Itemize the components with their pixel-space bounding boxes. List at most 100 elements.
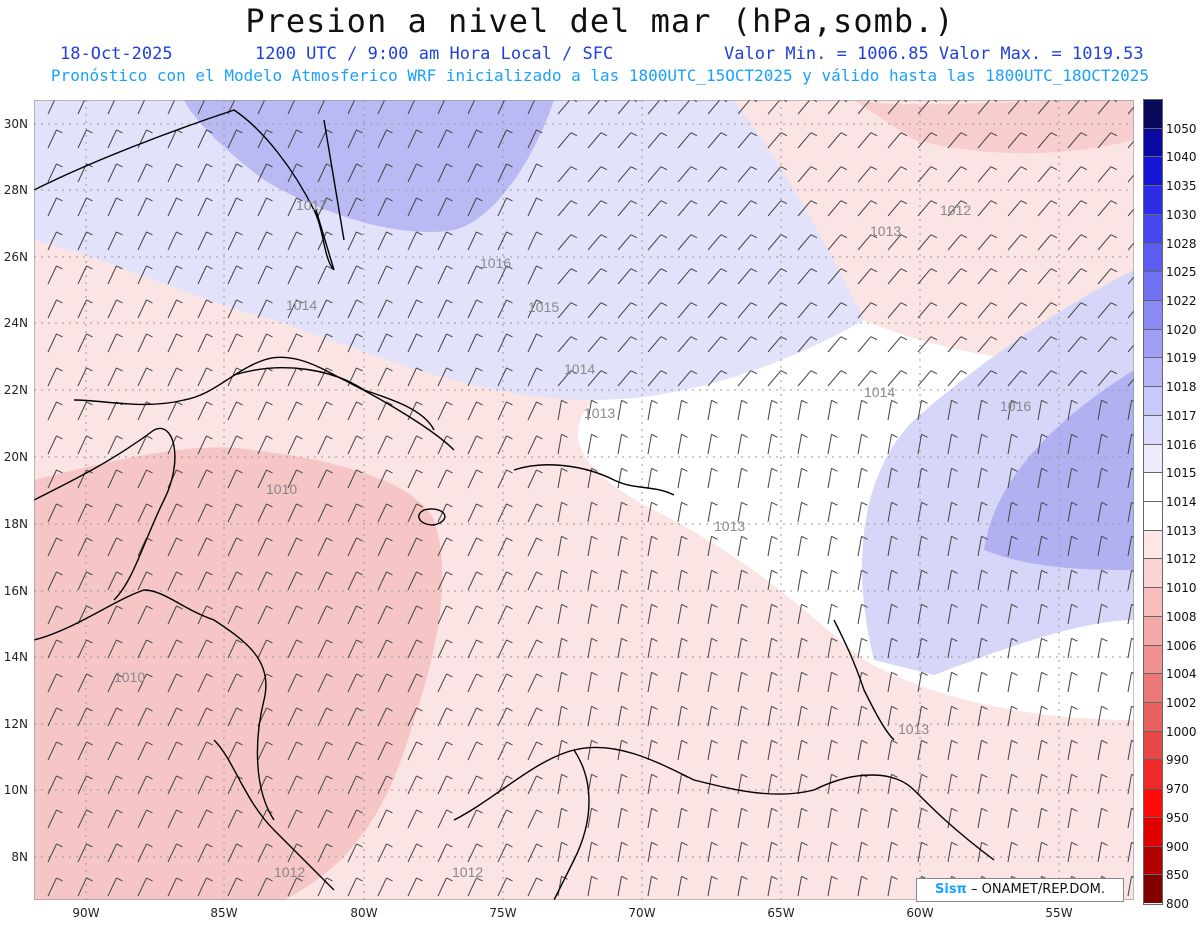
wind-barb: [737, 336, 752, 353]
wind-barb: [347, 775, 357, 795]
wind-barb: [1007, 638, 1012, 659]
wind-barb-tick: [621, 807, 628, 812]
wind-barb-tick: [206, 163, 213, 168]
wind-barb: [587, 302, 602, 319]
wind-barb-tick: [446, 163, 453, 168]
wind-barb-tick: [176, 877, 183, 882]
wind-barb-tick: [711, 739, 718, 744]
wind-barb: [317, 571, 327, 591]
wind-barb: [947, 434, 952, 455]
wind-barb: [947, 638, 952, 659]
wind-barb: [227, 571, 237, 591]
wind-barb: [677, 570, 682, 591]
wind-barb: [947, 706, 952, 727]
wind-barb: [1097, 370, 1112, 387]
wind-barb-tick: [711, 467, 718, 472]
wind-barb-tick: [750, 166, 758, 171]
wind-barb-tick: [1101, 807, 1108, 812]
wind-barb: [947, 502, 952, 523]
wind-barb: [197, 809, 207, 829]
wind-barb: [857, 808, 862, 829]
wind-barb: [527, 707, 537, 727]
wind-barb: [287, 673, 297, 693]
wind-barb: [557, 706, 562, 727]
wind-barb: [947, 774, 952, 795]
wind-barb-tick: [690, 200, 698, 205]
wind-barb-tick: [326, 571, 333, 576]
wind-barb-tick: [116, 673, 123, 678]
wind-barb-tick: [990, 268, 998, 273]
wind-barb-tick: [356, 265, 363, 270]
wind-barb: [437, 163, 447, 183]
wind-barb: [1127, 570, 1132, 591]
wind-barb-tick: [900, 234, 908, 239]
value-range: Valor Min. = 1006.85 Valor Max. = 1019.5…: [724, 44, 1144, 64]
wind-barb: [197, 741, 207, 761]
wind-barb: [737, 434, 742, 455]
wind-barb: [287, 707, 297, 727]
wind-barb-tick: [86, 231, 93, 236]
wind-barb: [827, 740, 832, 761]
wind-barb: [467, 741, 477, 761]
wind-barb: [107, 707, 117, 727]
colorbar-swatch: [1143, 874, 1163, 905]
wind-barb: [77, 401, 87, 421]
wind-barb: [437, 100, 446, 115]
colorbar-label: 1010: [1166, 581, 1197, 596]
wind-barb: [377, 775, 387, 795]
pressure-map: 1017 1016 1014 1015 1014 1013 1012 1013 …: [34, 100, 1134, 900]
wind-barb-tick: [206, 469, 213, 474]
wind-barb-tick: [356, 809, 363, 814]
wind-barb-tick: [266, 503, 273, 508]
wind-barb-tick: [326, 639, 333, 644]
wind-barb: [257, 503, 267, 523]
wind-barb: [347, 707, 357, 727]
wind-barb-tick: [386, 163, 393, 168]
wind-barb: [527, 605, 537, 625]
wind-barb: [407, 100, 416, 115]
wind-barb: [767, 536, 772, 557]
wind-barb: [167, 741, 177, 761]
colorbar-level: 1025: [1143, 242, 1197, 279]
colorbar-level: 1019: [1143, 328, 1197, 365]
wind-barb-tick: [386, 299, 393, 304]
wind-barb: [767, 268, 782, 285]
wind-barb: [1037, 336, 1052, 353]
wind-barb-tick: [741, 399, 748, 404]
wind-barb: [77, 503, 87, 523]
wind-barb-tick: [951, 433, 958, 438]
wind-barb: [587, 808, 592, 829]
wind-barb-tick: [801, 739, 808, 744]
wind-barb: [437, 401, 447, 421]
wind-barb-tick: [900, 166, 908, 171]
wind-barb-tick: [750, 234, 758, 239]
wind-barb-tick: [206, 775, 213, 780]
wind-barb: [1127, 706, 1132, 727]
wind-barb: [137, 197, 147, 217]
wind-barb-tick: [386, 469, 393, 474]
wind-barb: [317, 435, 327, 455]
wind-barb: [407, 775, 417, 795]
wind-barb: [797, 200, 812, 217]
wind-barb-tick: [771, 399, 778, 404]
wind-barb-tick: [930, 200, 938, 205]
wind-barb-tick: [536, 571, 543, 576]
wind-barb: [917, 808, 922, 829]
wind-barb: [1067, 434, 1072, 455]
colorbar-label: 1035: [1166, 179, 1197, 194]
wind-barb: [737, 536, 742, 557]
wind-barb-tick: [326, 333, 333, 338]
wind-barb: [1067, 604, 1072, 625]
wind-barb: [797, 638, 802, 659]
wind-barb: [1097, 434, 1102, 455]
wind-barb-tick: [296, 435, 303, 440]
wind-barb: [107, 265, 117, 285]
wind-barb-tick: [356, 707, 363, 712]
wind-barb-tick: [356, 503, 363, 508]
wind-barb-tick: [630, 200, 638, 205]
wind-barb: [557, 166, 572, 183]
wind-barb-tick: [750, 268, 758, 273]
wind-barb-tick: [1071, 807, 1078, 812]
wind-barb: [617, 876, 622, 897]
wind-barb-tick: [831, 637, 838, 642]
